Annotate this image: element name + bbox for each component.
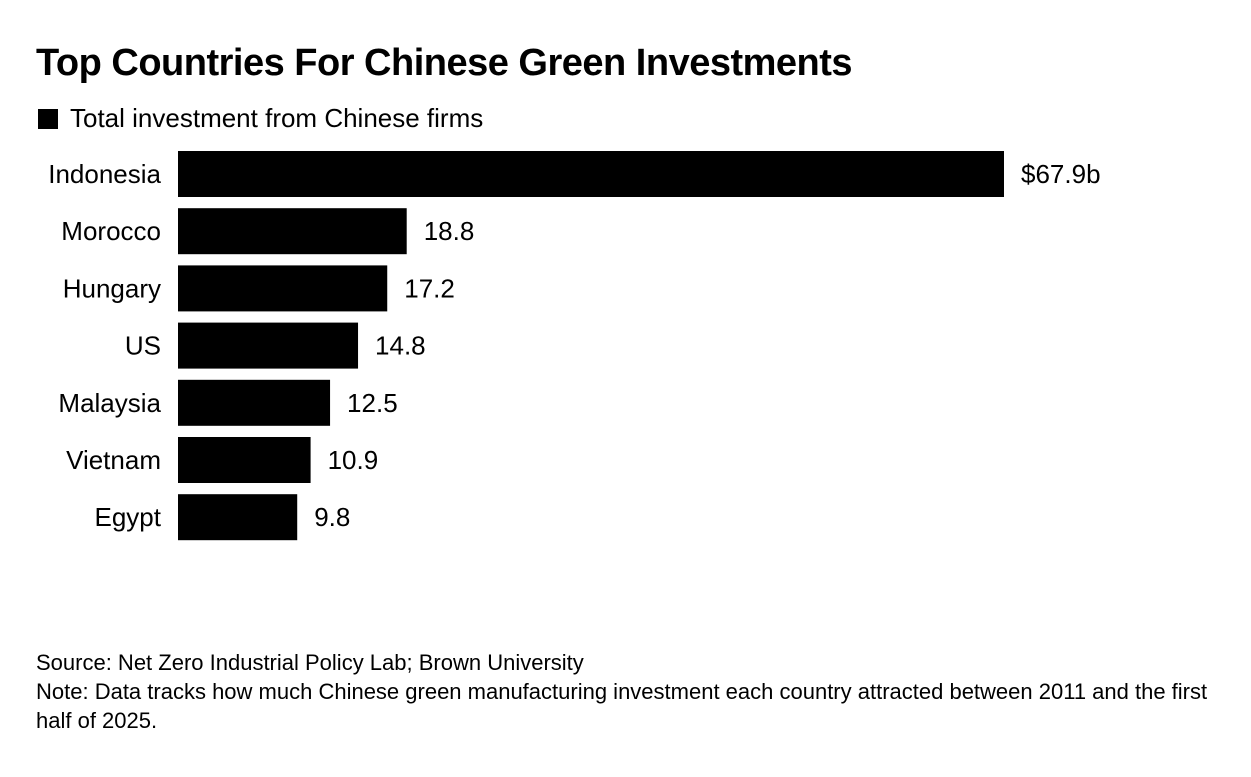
- data-label: $67.9b: [1021, 159, 1101, 189]
- data-label: 14.8: [375, 331, 426, 361]
- category-label: Malaysia: [58, 388, 161, 418]
- footer: Source: Net Zero Industrial Policy Lab; …: [36, 648, 1226, 735]
- bar-indonesia: [178, 151, 1004, 197]
- bar-morocco: [178, 208, 407, 255]
- chart-title: Top Countries For Chinese Green Investme…: [36, 42, 853, 84]
- category-label: Egypt: [95, 502, 162, 532]
- category-label: Hungary: [63, 273, 161, 303]
- bar-malaysia: [178, 379, 331, 426]
- category-label: Vietnam: [66, 445, 161, 475]
- bar-egypt: [178, 494, 298, 541]
- category-label: US: [125, 331, 161, 361]
- bar-us: [178, 322, 359, 369]
- data-label: 10.9: [328, 445, 379, 475]
- category-label: Morocco: [61, 216, 161, 246]
- bar-chart: Indonesia $67.9b Morocco 18.8 Hungary 17.2 US 1…: [48, 151, 1101, 541]
- data-label: 12.5: [347, 388, 398, 418]
- legend-label: Total investment from Chinese firms: [70, 103, 484, 133]
- source-text: Source: Net Zero Industrial Policy Lab; …: [36, 650, 584, 675]
- note-text: Note: Data tracks how much Chinese green…: [36, 679, 1208, 733]
- bar-vietnam: [178, 437, 311, 483]
- category-label: Indonesia: [48, 159, 161, 189]
- legend-swatch: [38, 108, 58, 129]
- data-label: 18.8: [424, 216, 475, 246]
- bar-hungary: [178, 265, 388, 312]
- data-label: 17.2: [404, 273, 455, 303]
- legend: Total investment from Chinese firms: [38, 103, 483, 134]
- data-label: 9.8: [314, 502, 350, 532]
